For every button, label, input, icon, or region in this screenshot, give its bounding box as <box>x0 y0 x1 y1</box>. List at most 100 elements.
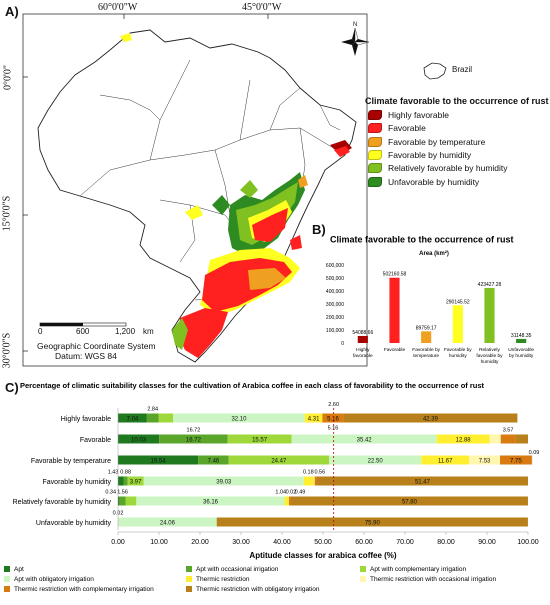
chart-c-callout-label: 1.56 <box>117 490 128 496</box>
chart-b-bar <box>421 331 432 343</box>
chart-c-segment <box>313 476 315 486</box>
chart-b-category-label: Favorable by <box>444 347 472 353</box>
chart-c-segment-label: 22.50 <box>368 459 384 465</box>
chart-c-segment-label: 42.39 <box>423 417 439 423</box>
lon-label-45: 45°0'0"W <box>242 2 282 13</box>
chart-c-segment <box>227 434 292 444</box>
chart-c-segment <box>118 496 120 506</box>
chart-c-legend-swatch <box>186 566 192 572</box>
chart-c-segment <box>136 496 285 506</box>
chart-c-xtick: 50.00 <box>314 539 332 546</box>
chart-c-segment-label: 39.03 <box>216 480 232 486</box>
chart-c-xtick: 60.00 <box>355 539 373 546</box>
chart-c-segment <box>500 434 516 444</box>
lat-label-0: 0°0'0" <box>2 65 14 90</box>
chart-c-segment <box>118 455 199 465</box>
chart-c-segment-label: 5.16 <box>327 417 339 423</box>
chart-c-callout-label: 0.56 <box>314 470 325 476</box>
panel-b-label: B) <box>312 222 326 237</box>
chart-c-callout-label: 0.09 <box>529 450 540 456</box>
legend-label: Relatively favorable by humidity <box>388 163 508 174</box>
scale-unit: km <box>143 327 154 336</box>
chart-c-segment <box>118 413 147 423</box>
chart-c-category-label: Favorable <box>80 437 111 444</box>
chart-c-segment <box>343 413 518 423</box>
legend-label: Highly favorable <box>388 110 449 120</box>
scale-tick-600: 600 <box>76 327 90 336</box>
chart-c-callout-label: 0.88 <box>120 470 131 476</box>
chart-b-ytick: 300,000 <box>326 302 344 308</box>
chart-c-segment <box>316 476 528 486</box>
chart-c-segment <box>173 413 305 423</box>
map-legend-title: Climate favorable to the occurrence of r… <box>365 96 549 106</box>
north-label: N <box>353 22 358 28</box>
chart-c-xtick: 90.00 <box>478 539 496 546</box>
chart-c-legend-label: Apt with complementary irrigation <box>370 566 466 573</box>
chart-c-segment <box>198 455 229 465</box>
chart-b-ylabel: Area (km²) <box>419 250 449 257</box>
chart-c-segment-label: 51.47 <box>415 480 431 486</box>
chart-c-segment <box>436 434 490 444</box>
legend-swatch <box>368 110 382 120</box>
chart-c-segment <box>303 476 314 486</box>
chart-c-segment <box>515 434 528 444</box>
legend-label: Unfavorable by humidity <box>388 176 480 187</box>
chart-c-legend-swatch <box>4 586 10 592</box>
chart-c-segment <box>119 496 126 506</box>
chart-c-segment-label: 7.46 <box>208 459 220 465</box>
panel-a-label: A) <box>5 4 19 19</box>
chart-c-legend-label: Thermic restriction <box>196 576 250 583</box>
chart-b-bar <box>452 305 463 343</box>
chart-b-value-label: 31148.35 <box>511 333 532 339</box>
chart-b-ytick: 0 <box>341 341 344 347</box>
chart-c-segment-label: 11.67 <box>438 459 453 465</box>
chart-c-legend-swatch <box>186 576 192 582</box>
chart-c-xtick: 20.00 <box>191 539 209 546</box>
chart-b-category-label: temperature <box>413 353 439 359</box>
chart-c-legend-label: Apt <box>14 566 24 573</box>
chart-c-legend-swatch <box>186 586 192 592</box>
chart-c-segment <box>284 496 289 506</box>
chart-c-callout-label: 0.02 <box>286 490 297 496</box>
chart-c-callout-label: 5.16 <box>328 426 339 432</box>
chart-b-ytick: 200,000 <box>326 315 344 321</box>
chart-c-segment <box>329 455 422 465</box>
chart-c-category-label: Unfavorable by humidity <box>36 520 112 527</box>
chart-c-segment <box>314 476 317 486</box>
chart-c-segment <box>159 434 228 444</box>
chart-c-segment-label: 35.42 <box>357 438 373 444</box>
chart-b-ytick: 500,000 <box>326 276 344 282</box>
chart-b-ytick: 400,000 <box>326 289 344 295</box>
legend-swatch <box>368 123 382 134</box>
chart-b-bar <box>484 287 495 343</box>
chart-c-category-label: Highly favorable <box>61 416 111 423</box>
legend-swatch <box>368 136 382 147</box>
chart-c-category-label: Relatively favorable by humidity <box>13 499 112 506</box>
rust-regions <box>120 33 352 358</box>
chart-b-title: Climate favorable to the occurrence of r… <box>330 235 514 244</box>
chart-c-segment <box>489 434 501 444</box>
chart-c-legend-swatch <box>360 576 366 582</box>
chart-c-legend-label: Apt with occasional irrigation <box>196 566 279 573</box>
chart-c-legend-label: Thermic restriction with occasional irri… <box>370 576 496 583</box>
chart-c-callout-label: 0.18 <box>303 470 314 476</box>
chart-b-value-label: 502160.58 <box>383 272 407 278</box>
chart-b-category-label: favorable by <box>476 353 503 359</box>
chart-b-category-label: Favorable <box>384 347 406 353</box>
chart-c-segment <box>228 455 330 465</box>
chart-c-segment <box>118 517 217 527</box>
chart-c-callout-label: 1.43 <box>108 470 119 476</box>
chart-b-category-label: Favorable by <box>412 347 440 353</box>
chart-c-segment <box>499 455 532 465</box>
chart-b-category-label: Relatively <box>479 347 500 353</box>
crs-line-1: Geographic Coordinate System <box>37 341 156 351</box>
chart-b-category-label: humidity <box>481 359 499 365</box>
chart-c-legend-label: Thermic restriction with complementary i… <box>14 586 154 593</box>
chart-c-title: Percentage of climatic suitability class… <box>20 381 485 390</box>
chart-b-ytick: 600,000 <box>326 263 344 269</box>
chart-c-segment-label: 7.04 <box>127 417 139 423</box>
chart-b-category-label: favorable <box>353 353 373 359</box>
chart-c-segment-label: 16.72 <box>186 438 202 444</box>
chart-c-segment <box>304 413 323 423</box>
